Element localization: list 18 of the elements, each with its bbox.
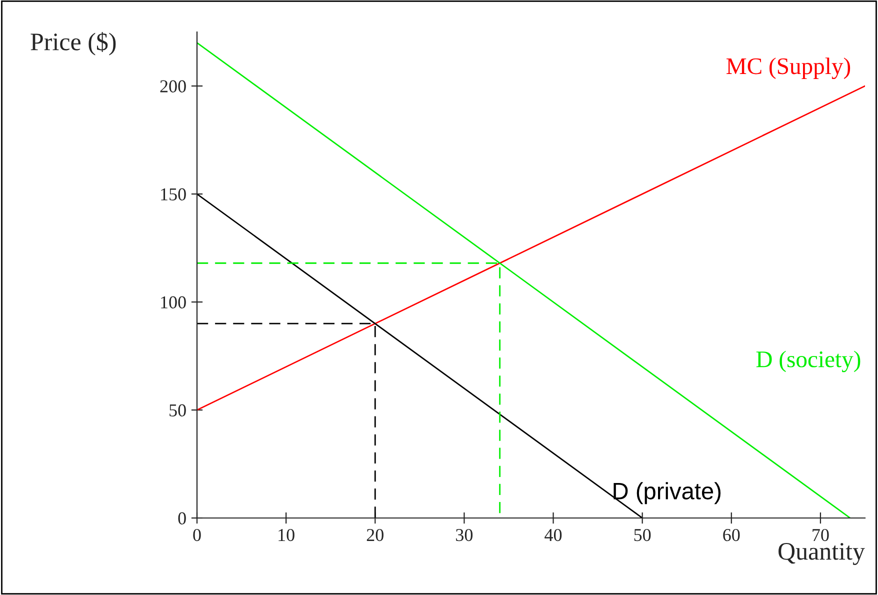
y-tick-label: 0 [178, 512, 186, 524]
y-tick-label: 50 [170, 404, 186, 416]
x-tick-label: 30 [456, 528, 473, 542]
x-tick-label: 20 [366, 528, 384, 542]
y-tick-label: 200 [160, 80, 186, 92]
series-label: D (private) [614, 482, 721, 504]
x-tick-label: 40 [544, 528, 562, 542]
x-tick-label: 10 [278, 528, 294, 542]
y-tick-label: 100 [161, 296, 186, 308]
y-tick-label: 150 [161, 188, 186, 200]
y-axis-title: Price ($) [30, 32, 116, 56]
x-tick-label: 0 [193, 528, 201, 542]
x-tick-label: 70 [812, 528, 829, 542]
series-label: MC (Supply) [726, 58, 850, 80]
x-tick-label: 50 [634, 528, 651, 542]
x-tick-label: 60 [723, 528, 740, 542]
x-axis-title: Quantity [778, 543, 865, 565]
text: D (society) [756, 350, 860, 372]
